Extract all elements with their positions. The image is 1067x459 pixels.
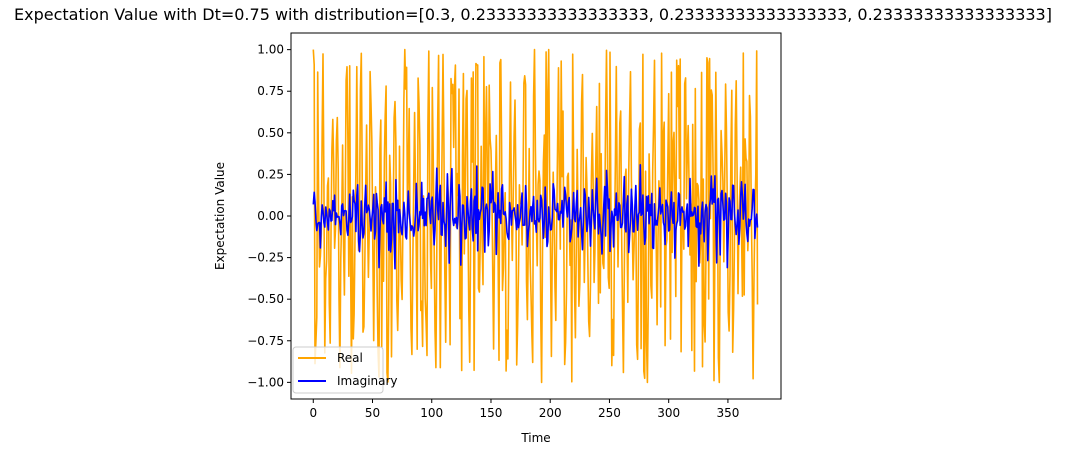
series-line-real	[312, 48, 759, 384]
y-axis: −1.00 −0.75 −0.50 −0.25 0.00 0.25 0.50 0.75 1.00	[247, 43, 291, 389]
y-tick-label: −0.75	[247, 334, 284, 348]
x-axis: 0 50 100 150 200 250 300 350	[309, 399, 739, 420]
series-line-imaginary	[312, 164, 759, 270]
y-tick-label: −1.00	[247, 375, 284, 389]
y-tick-label: 0.75	[257, 84, 284, 98]
plot-area	[312, 48, 759, 384]
legend: Real Imaginary	[292, 346, 398, 394]
x-axis-label: Time	[520, 431, 550, 445]
series-layer	[312, 48, 759, 384]
y-tick-label: −0.50	[247, 292, 284, 306]
legend-label-imaginary: Imaginary	[337, 374, 398, 388]
x-tick-label: 200	[539, 406, 562, 420]
x-tick-label: 100	[420, 406, 443, 420]
x-tick-label: 0	[309, 406, 317, 420]
x-tick-label: 50	[365, 406, 380, 420]
x-tick-label: 150	[480, 406, 503, 420]
chart-title: Expectation Value with Dt=0.75 with dist…	[14, 5, 1052, 24]
y-axis-label: Expectation Value	[213, 162, 227, 270]
x-tick-label: 250	[598, 406, 621, 420]
x-tick-label: 300	[657, 406, 680, 420]
y-tick-label: 0.50	[257, 126, 284, 140]
y-tick-label: −0.25	[247, 251, 284, 265]
y-tick-label: 0.25	[257, 167, 284, 181]
y-tick-label: 0.00	[257, 209, 284, 223]
y-tick-label: 1.00	[257, 43, 284, 57]
legend-label-real: Real	[337, 351, 363, 365]
x-tick-label: 350	[716, 406, 739, 420]
